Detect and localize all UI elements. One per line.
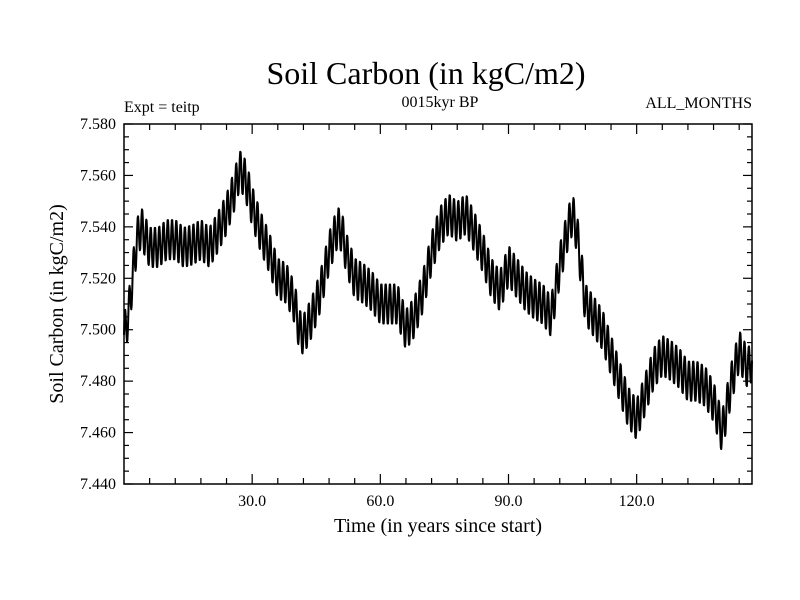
x-axis-ticks: 30.0 60.0 90.0 120.0 <box>149 124 740 510</box>
y-tick-label: 7.540 <box>80 219 116 236</box>
y-tick-label: 7.440 <box>80 476 116 493</box>
x-tick-label: 60.0 <box>366 493 394 510</box>
y-tick-label: 7.500 <box>80 322 116 339</box>
experiment-label: Expt = teitp <box>124 99 200 116</box>
x-tick-label: 30.0 <box>238 493 266 510</box>
chart-subtitle: 0015kyr BP <box>402 94 479 111</box>
x-tick-label: 90.0 <box>494 493 522 510</box>
y-tick-label: 7.560 <box>80 167 116 184</box>
y-tick-label: 7.460 <box>80 425 116 442</box>
y-tick-label: 7.580 <box>80 116 116 133</box>
soil-carbon-line <box>123 150 753 451</box>
x-axis-title: Time (in years since start) <box>334 515 542 537</box>
x-tick-label: 120.0 <box>619 493 655 510</box>
months-label: ALL_MONTHS <box>645 95 752 112</box>
y-tick-label: 7.520 <box>80 270 116 287</box>
chart-title: Soil Carbon (in kgC/m2) <box>266 55 585 91</box>
y-axis-title: Soil Carbon (in kgC/m2) <box>46 204 68 403</box>
y-tick-label: 7.480 <box>80 373 116 390</box>
plot-area <box>123 123 753 485</box>
y-axis-ticks: 7.440 7.460 7.480 7.500 7.520 7.540 7.560 7.580 <box>80 116 752 493</box>
